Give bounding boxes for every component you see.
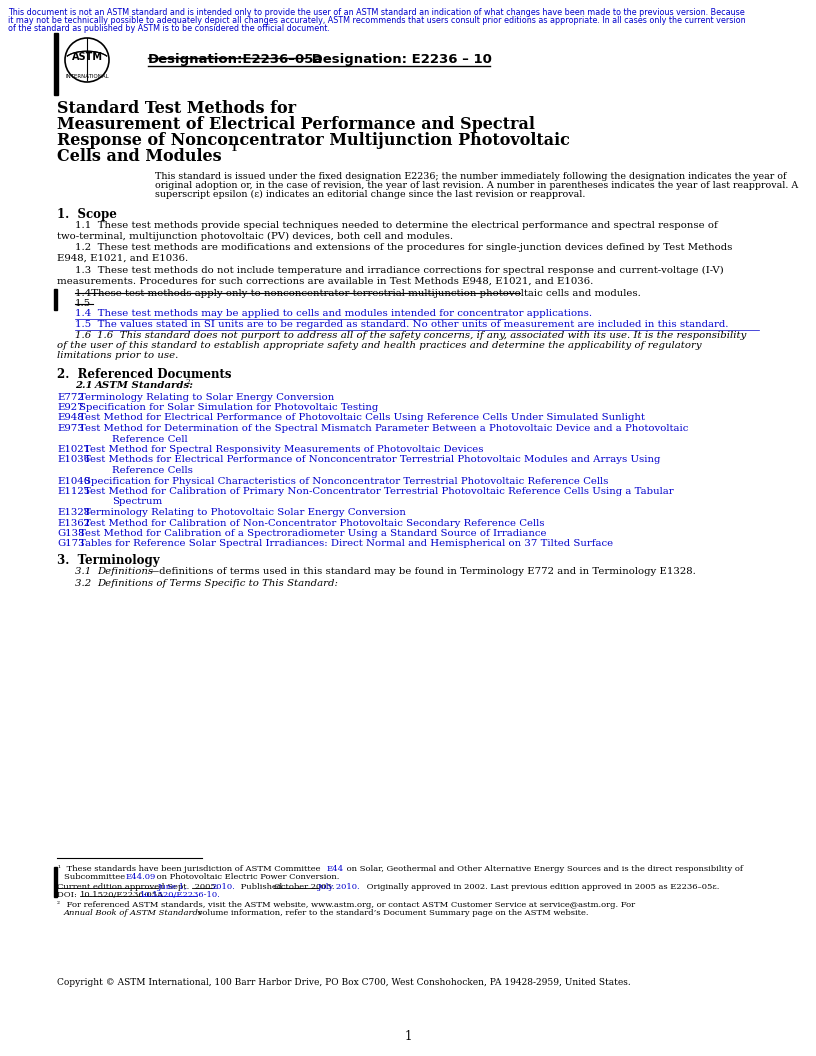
Text: 1.4These test methods apply only to nonconcentrator terrestrial multijunction ph: 1.4These test methods apply only to nonc…	[75, 288, 641, 298]
Text: two-terminal, multijunction photovoltaic (PV) devices, both cell and modules.: two-terminal, multijunction photovoltaic…	[57, 231, 453, 241]
Text: on Solar, Geothermal and Other Alternative Energy Sources and is the direct resp: on Solar, Geothermal and Other Alternati…	[344, 865, 743, 873]
Text: 2: 2	[185, 378, 190, 386]
Text: Definitions of Terms Specific to This Standard:: Definitions of Terms Specific to This St…	[97, 579, 338, 587]
Text: 3.2: 3.2	[75, 579, 98, 587]
Text: E1021: E1021	[57, 445, 90, 454]
Text: Specification for Solar Simulation for Photovoltaic Testing: Specification for Solar Simulation for P…	[79, 403, 378, 412]
Text: —definitions of terms used in this standard may be found in Terminology E772 and: —definitions of terms used in this stand…	[149, 567, 696, 576]
Text: Response of Nonconcentrator Multijunction Photovoltaic: Response of Nonconcentrator Multijunctio…	[57, 132, 570, 149]
Text: of the standard as published by ASTM is to be considered the official document.: of the standard as published by ASTM is …	[8, 24, 330, 33]
Text: of the user of this standard to establish appropriate safety and health practice: of the user of this standard to establis…	[57, 341, 702, 350]
Text: For referenced ASTM standards, visit the ASTM website, www.astm.org, or contact : For referenced ASTM standards, visit the…	[64, 901, 638, 909]
Text: it may not be technically possible to adequately depict all changes accurately, : it may not be technically possible to ad…	[8, 16, 746, 25]
Text: Published: Published	[237, 883, 285, 891]
Text: Standard Test Methods for: Standard Test Methods for	[57, 100, 296, 117]
Text: This document is not an ASTM standard and is intended only to provide the user o: This document is not an ASTM standard an…	[8, 8, 745, 17]
Text: This standard is issued under the fixed designation E2236; the number immediatel: This standard is issued under the fixed …	[155, 172, 787, 181]
Text: Test Method for Electrical Performance of Photovoltaic Cells Using Reference Cel: Test Method for Electrical Performance o…	[79, 414, 645, 422]
Text: 1.  Scope: 1. Scope	[57, 208, 117, 221]
Text: Annual Book of ASTM Standards: Annual Book of ASTM Standards	[64, 909, 203, 917]
Text: Cells and Modules: Cells and Modules	[57, 148, 222, 165]
Text: 1.2  These test methods are modifications and extensions of the procedures for s: 1.2 These test methods are modifications…	[75, 244, 733, 252]
Text: DOI:: DOI:	[57, 891, 79, 899]
Text: 1.5: 1.5	[75, 299, 91, 308]
Text: Test Method for Calibration of a Spectroradiometer Using a Standard Source of Ir: Test Method for Calibration of a Spectro…	[79, 529, 546, 538]
Bar	[54, 867, 57, 897]
Text: volume information, refer to the standard’s Document Summary page on the ASTM we: volume information, refer to the standar…	[195, 909, 588, 917]
Text: E772: E772	[57, 393, 84, 401]
Text: Copyright © ASTM International, 100 Barr Harbor Drive, PO Box C700, West Conshoh: Copyright © ASTM International, 100 Barr…	[57, 978, 631, 987]
Text: Terminology Relating to Solar Energy Conversion: Terminology Relating to Solar Energy Con…	[79, 393, 334, 401]
Text: on Photovoltaic Electric Power Conversion.: on Photovoltaic Electric Power Conversio…	[154, 873, 339, 881]
Text: 2010.: 2010.	[211, 883, 235, 891]
Text: E44.09: E44.09	[126, 873, 157, 881]
Text: E44: E44	[327, 865, 344, 873]
Text: E948: E948	[57, 414, 83, 422]
Text: limitations prior to use.: limitations prior to use.	[57, 352, 179, 360]
Text: These standards have been jurisdiction of ASTM Committee: These standards have been jurisdiction o…	[64, 865, 323, 873]
Text: 1.4  These test methods may be applied to cells and modules intended for concent: 1.4 These test methods may be applied to…	[75, 309, 592, 319]
Text: Subcommittee: Subcommittee	[64, 873, 128, 881]
Text: ASTM Standards:: ASTM Standards:	[95, 381, 194, 390]
Text: October 2005.: October 2005.	[274, 883, 335, 891]
Text: ASTM: ASTM	[72, 52, 103, 62]
Bar	[54, 33, 58, 95]
Text: INTERNATIONAL: INTERNATIONAL	[65, 74, 109, 79]
Text: E973: E973	[57, 425, 84, 433]
Text: Test Methods for Electrical Performance of Nonconcentrator Terrestrial Photovolt: Test Methods for Electrical Performance …	[84, 455, 660, 465]
Text: Measurement of Electrical Performance and Spectral: Measurement of Electrical Performance an…	[57, 116, 534, 133]
Text: Reference Cell: Reference Cell	[112, 434, 188, 444]
Text: E948, E1021, and E1036.: E948, E1021, and E1036.	[57, 254, 188, 263]
Text: E1040: E1040	[57, 476, 90, 486]
Text: E1125: E1125	[57, 487, 90, 496]
Text: E1362: E1362	[57, 518, 90, 528]
Text: Originally approved in 2002. Last previous edition approved in 2005 as E2236–05ε: Originally approved in 2002. Last previo…	[364, 883, 720, 891]
Text: Specification for Physical Characteristics of Nonconcentrator Terrestrial Photov: Specification for Physical Characteristi…	[84, 476, 609, 486]
Text: Test Method for Determination of the Spectral Mismatch Parameter Between a Photo: Test Method for Determination of the Spe…	[79, 425, 688, 433]
Text: 10.1520/E2236-10.: 10.1520/E2236-10.	[140, 891, 221, 899]
Text: Terminology Relating to Photovoltaic Solar Energy Conversion: Terminology Relating to Photovoltaic Sol…	[84, 508, 406, 517]
Text: measurements. Procedures for such corrections are available in Test Methods E948: measurements. Procedures for such correc…	[57, 277, 593, 285]
Text: ²: ²	[57, 901, 60, 909]
Text: Test Method for Calibration of Primary Non-Concentrator Terrestrial Photovoltaic: Test Method for Calibration of Primary N…	[84, 487, 674, 496]
Text: 1: 1	[404, 1030, 412, 1043]
Text: Reference Cells: Reference Cells	[112, 466, 193, 475]
Text: Spectrum: Spectrum	[112, 497, 162, 507]
Text: original adoption or, in the case of revision, the year of last revision. A numb: original adoption or, in the case of rev…	[155, 181, 798, 190]
Text: 1: 1	[231, 144, 237, 153]
Text: 1.1  These test methods provide special techniques needed to determine the elect: 1.1 These test methods provide special t…	[75, 221, 718, 230]
Text: ¹: ¹	[57, 865, 60, 873]
Text: 1.5  The values stated in SI units are to be regarded as standard. No other unit: 1.5 The values stated in SI units are to…	[75, 320, 729, 329]
Text: 3.  Terminology: 3. Terminology	[57, 554, 160, 567]
Text: E927: E927	[57, 403, 83, 412]
Text: 1.6: 1.6	[75, 331, 98, 339]
Text: 2005.: 2005.	[192, 883, 218, 891]
Text: Tables for Reference Solar Spectral Irradiances: Direct Normal and Hemispherical: Tables for Reference Solar Spectral Irra…	[79, 540, 613, 548]
Text: Designation:E2236–05a: Designation:E2236–05a	[148, 53, 323, 65]
Text: superscript epsilon (ε) indicates an editorial change since the last revision or: superscript epsilon (ε) indicates an edi…	[155, 190, 585, 200]
Text: Current edition approved Sept.: Current edition approved Sept.	[57, 883, 189, 891]
Text: June 1,: June 1,	[157, 883, 187, 891]
Text: G138: G138	[57, 529, 85, 538]
Text: Definitions: Definitions	[97, 567, 153, 576]
Text: 10.1520/E2236-05A.: 10.1520/E2236-05A.	[80, 891, 166, 899]
Text: 1.6  This standard does not purport to address all of the safety concerns, if an: 1.6 This standard does not purport to ad…	[97, 331, 747, 339]
Text: 3.1: 3.1	[75, 567, 98, 576]
Text: Test Method for Spectral Responsivity Measurements of Photovoltaic Devices: Test Method for Spectral Responsivity Me…	[84, 445, 484, 454]
Text: E1328: E1328	[57, 508, 90, 517]
Bar	[54, 288, 57, 309]
Text: Test Method for Calibration of Non-Concentrator Photovoltaic Secondary Reference: Test Method for Calibration of Non-Conce…	[84, 518, 544, 528]
Text: 2.1: 2.1	[75, 381, 100, 390]
Text: Designation: E2236 – 10: Designation: E2236 – 10	[307, 53, 492, 65]
Text: July 2010.: July 2010.	[318, 883, 361, 891]
Text: 2.  Referenced Documents: 2. Referenced Documents	[57, 367, 232, 381]
Text: 1.3  These test methods do not include temperature and irradiance corrections fo: 1.3 These test methods do not include te…	[75, 266, 724, 276]
Text: E1036: E1036	[57, 455, 90, 465]
Text: G173: G173	[57, 540, 85, 548]
